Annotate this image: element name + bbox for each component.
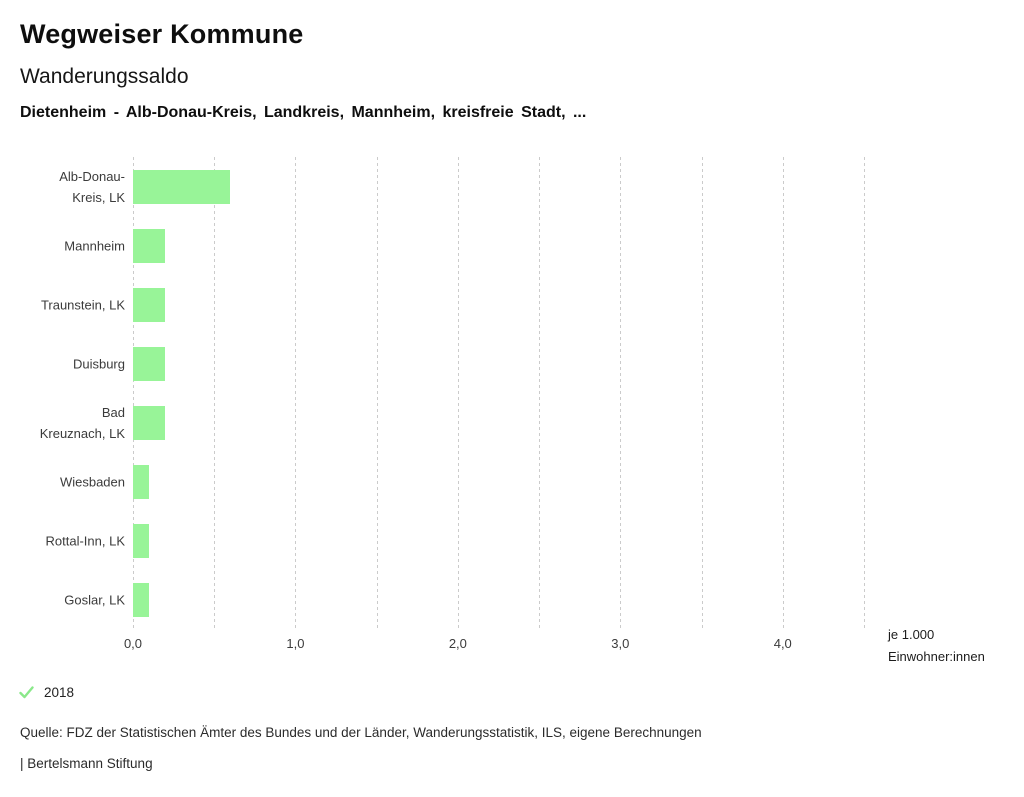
- category-label: Duisburg: [72, 356, 125, 372]
- bar-0.2[interactable]: [133, 346, 166, 381]
- axis-unit-label: je 1.000 Einwohner:innen: [888, 624, 985, 667]
- gridline: [457, 157, 459, 630]
- x-axis: 0,0 1,0 2,0 3,0 4,0: [124, 636, 864, 654]
- category-label: Mannheim: [64, 238, 125, 254]
- gridline: [782, 157, 784, 630]
- gridline: [539, 157, 541, 630]
- gridline: [701, 157, 703, 630]
- category-label: Alb-Donau-Kreis, LK: [59, 168, 125, 205]
- check-icon: [19, 686, 34, 699]
- chart-row: Goslar, LK: [0, 571, 1024, 630]
- bar-0.1[interactable]: [133, 524, 150, 559]
- app-title: Wegweiser Kommune: [20, 19, 304, 49]
- category-label: Wiesbaden: [59, 474, 125, 490]
- bar-0.2[interactable]: [133, 228, 166, 263]
- chart-row: Wiesbaden: [0, 453, 1024, 512]
- chart-row: Bad Kreuznach, LK: [0, 394, 1024, 453]
- x-tick-label: 0,0: [123, 636, 143, 651]
- chart-row: Rottal-Inn, LK: [0, 512, 1024, 571]
- plot-area: [133, 157, 865, 630]
- gridline: [620, 157, 622, 630]
- category-label: Bad Kreuznach, LK: [39, 405, 125, 442]
- chart-title: Wanderungssaldo: [20, 65, 189, 88]
- legend-year-label: 2018: [44, 685, 75, 700]
- gridline: [133, 157, 134, 630]
- chart-row: Alb-Donau-Kreis, LK: [0, 157, 1024, 216]
- bar-chart: Alb-Donau-Kreis, LK Mannheim Traunstein, L…: [0, 157, 1024, 630]
- gridline: [295, 157, 297, 630]
- category-label: Rottal-Inn, LK: [45, 533, 126, 549]
- x-tick-label: 1,0: [286, 636, 305, 651]
- bar-0.2[interactable]: [133, 287, 166, 322]
- attribution-text: | Bertelsmann Stiftung: [20, 756, 153, 771]
- gridline: [214, 157, 216, 630]
- chart-row: Mannheim: [0, 216, 1024, 275]
- bar-0.1[interactable]: [133, 465, 150, 500]
- gridline: [864, 157, 865, 630]
- bar-0.1[interactable]: [133, 583, 150, 618]
- selection-breadcrumb: Dietenheim - Alb-Donau-Kreis, Landkreis,…: [20, 104, 587, 121]
- gridline: [376, 157, 378, 630]
- x-tick-label: 4,0: [773, 636, 792, 651]
- chart-row: Traunstein, LK: [0, 275, 1024, 334]
- x-tick-label: 2,0: [448, 636, 467, 651]
- category-label: Traunstein, LK: [40, 297, 125, 313]
- axis-unit-line-1: je 1.000: [888, 627, 935, 642]
- source-text: Quelle: FDZ der Statistischen Ämter des …: [20, 725, 702, 740]
- bar-0.2[interactable]: [133, 406, 166, 441]
- chart-row: Duisburg: [0, 334, 1024, 393]
- bar-0.6[interactable]: [133, 169, 231, 204]
- x-tick-label: 3,0: [611, 636, 630, 651]
- axis-unit-line-2: Einwohner:innen: [888, 648, 985, 664]
- category-label: Goslar, LK: [64, 592, 125, 608]
- legend-item-2018[interactable]: 2018: [19, 685, 74, 700]
